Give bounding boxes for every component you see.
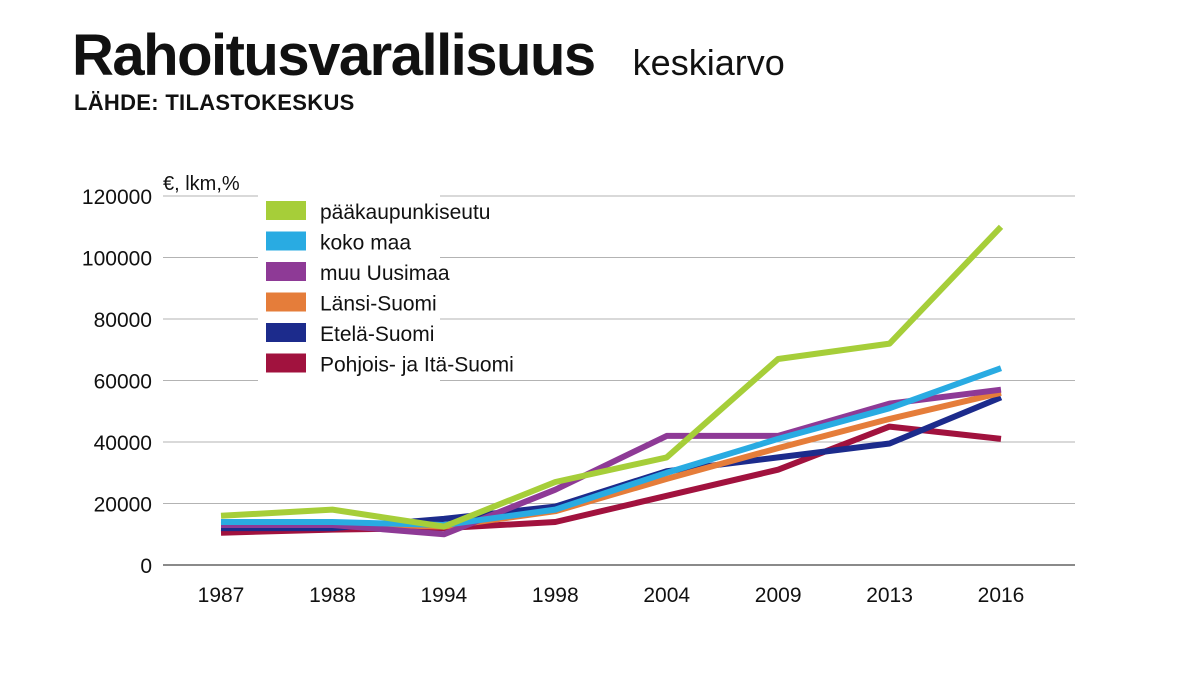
legend-label: Etelä-Suomi bbox=[320, 323, 434, 346]
series-line bbox=[221, 386, 1002, 538]
legend-swatch bbox=[266, 353, 306, 373]
y-tick-label: 60000 bbox=[94, 371, 152, 394]
chart-title: Rahoitusvarallisuus bbox=[72, 23, 596, 88]
legend-background bbox=[258, 193, 440, 382]
legend-swatch bbox=[266, 323, 306, 342]
x-tick-label: 1987 bbox=[198, 584, 245, 607]
legend-label: Pohjois- ja Itä-Suomi bbox=[320, 354, 514, 377]
x-tick-label: 1994 bbox=[420, 584, 467, 607]
x-tick-label: 2016 bbox=[978, 584, 1025, 607]
legend-label: Länsi-Suomi bbox=[320, 293, 437, 316]
legend-label: muu Uusimaa bbox=[320, 262, 450, 285]
y-tick-label: 40000 bbox=[94, 432, 152, 455]
legend-label: pääkaupunkiseutu bbox=[320, 201, 490, 224]
legend-swatch bbox=[266, 201, 306, 220]
series-line bbox=[220, 224, 1004, 530]
legend-swatch bbox=[266, 292, 306, 312]
x-tick-label: 2009 bbox=[755, 584, 802, 607]
y-tick-label: 120000 bbox=[82, 186, 152, 209]
legend-swatch bbox=[266, 231, 306, 251]
chart-subtitle: keskiarvo bbox=[632, 42, 785, 83]
source-label: LÄHDE: TILASTOKESKUS bbox=[74, 90, 355, 115]
x-tick-label: 1988 bbox=[309, 584, 356, 607]
axis: 0 20000 40000 60000 80000 100000 120000 1987 198… bbox=[82, 186, 1075, 607]
series-line bbox=[221, 365, 1003, 528]
legend-label: koko maa bbox=[320, 232, 411, 255]
y-tick-label: 0 bbox=[140, 555, 152, 578]
legend-swatch bbox=[266, 262, 306, 281]
x-tick-label: 2013 bbox=[866, 584, 913, 607]
x-tick-label: 1998 bbox=[532, 584, 579, 607]
series-lines bbox=[220, 224, 1004, 538]
legend: pääkaupunkiseutu koko maa muu Uusimaa Länsi… bbox=[258, 193, 514, 382]
y-unit-label: €, lkm,% bbox=[163, 173, 240, 195]
y-tick-label: 80000 bbox=[94, 309, 152, 332]
y-tick-label: 20000 bbox=[94, 494, 152, 517]
x-tick-label: 2004 bbox=[643, 584, 690, 607]
y-tick-label: 100000 bbox=[82, 248, 152, 271]
title-row: Rahoitusvarallisuus keskiarvo bbox=[72, 22, 785, 89]
